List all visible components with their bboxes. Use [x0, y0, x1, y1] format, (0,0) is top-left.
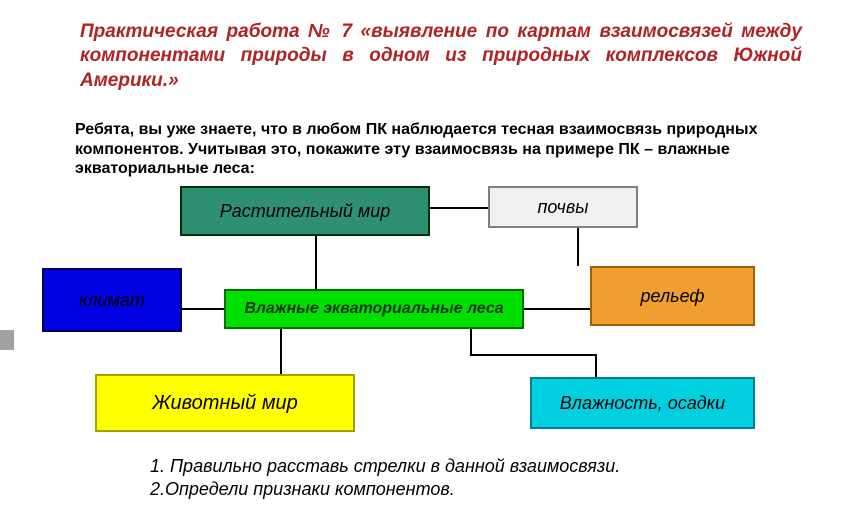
- node-climate: климат: [42, 268, 182, 332]
- node-humidity: Влажность, осадки: [530, 377, 755, 429]
- task-2: 2.Определи признаки компонентов.: [150, 478, 620, 501]
- node-center-label: Влажные экваториальные леса: [244, 300, 503, 318]
- node-climate-label: климат: [79, 290, 145, 311]
- accent-bar: [0, 330, 14, 350]
- node-fauna-label: Животный мир: [152, 392, 298, 415]
- node-flora-label: Растительный мир: [220, 201, 391, 222]
- node-flora: Растительный мир: [180, 186, 430, 236]
- slide-title: Практическая работа № 7 «выявление по ка…: [80, 20, 802, 93]
- tasks-block: 1. Правильно расставь стрелки в данной в…: [150, 455, 620, 502]
- node-relief: рельеф: [590, 266, 755, 326]
- intro-text: Ребята, вы уже знаете, что в любом ПК на…: [75, 120, 797, 179]
- node-soil-label: почвы: [537, 197, 588, 218]
- slide: Практическая работа № 7 «выявление по ка…: [0, 0, 862, 524]
- task-1: 1. Правильно расставь стрелки в данной в…: [150, 455, 620, 478]
- node-fauna: Животный мир: [95, 374, 355, 432]
- node-relief-label: рельеф: [641, 286, 705, 307]
- node-soil: почвы: [488, 186, 638, 228]
- node-humidity-label: Влажность, осадки: [560, 393, 725, 414]
- node-center: Влажные экваториальные леса: [224, 289, 524, 329]
